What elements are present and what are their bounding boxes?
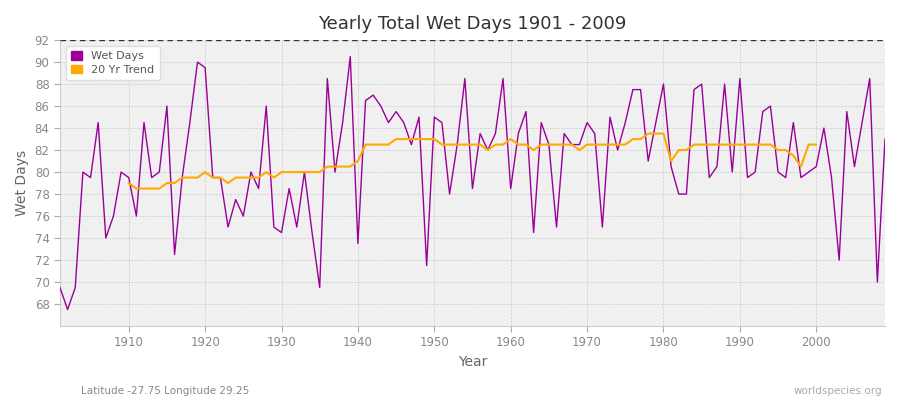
X-axis label: Year: Year — [458, 355, 487, 369]
Text: worldspecies.org: worldspecies.org — [794, 386, 882, 396]
Legend: Wet Days, 20 Yr Trend: Wet Days, 20 Yr Trend — [66, 46, 160, 80]
Title: Yearly Total Wet Days 1901 - 2009: Yearly Total Wet Days 1901 - 2009 — [319, 15, 626, 33]
Y-axis label: Wet Days: Wet Days — [15, 150, 29, 216]
Text: Latitude -27.75 Longitude 29.25: Latitude -27.75 Longitude 29.25 — [81, 386, 249, 396]
